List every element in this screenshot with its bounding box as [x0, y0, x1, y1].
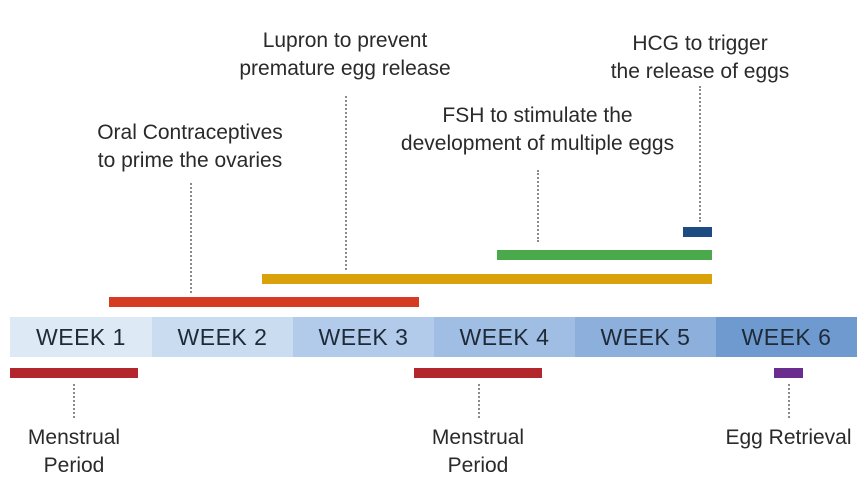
menstrual-period-1-label: Menstrual Period: [0, 424, 148, 480]
oral-contraceptives-leader: [190, 183, 192, 293]
menstrual-period-1-bar: [10, 368, 138, 378]
fsh-label-line1: FSH to stimulate the: [442, 104, 633, 127]
week-3-cell: WEEK 3: [293, 317, 434, 357]
lupron-label-line1: Lupron to prevent: [262, 29, 428, 52]
oral-contraceptives-label-line2: to prime the ovaries: [97, 149, 283, 172]
fsh-label-line2: development of multiple eggs: [400, 132, 675, 155]
menstrual-period-1-line2: Period: [43, 454, 105, 477]
week-4-cell: WEEK 4: [434, 317, 575, 357]
egg-retrieval-leader: [788, 384, 790, 418]
oral-contraceptives-label: Oral Contraceptives to prime the ovaries: [60, 119, 320, 175]
week-1-cell: WEEK 1: [10, 317, 152, 357]
hcg-label-line1: HCG to trigger: [632, 32, 768, 55]
menstrual-period-2-line1: Menstrual: [431, 426, 525, 449]
menstrual-period-1-line1: Menstrual: [27, 426, 121, 449]
hcg-label: HCG to trigger the release of eggs: [580, 30, 820, 86]
menstrual-period-2-leader: [478, 384, 480, 418]
week-5-cell: WEEK 5: [575, 317, 716, 357]
oral-contraceptives-label-line1: Oral Contraceptives: [97, 121, 283, 144]
egg-retrieval-line1: Egg Retrieval: [725, 426, 852, 449]
menstrual-period-2-label: Menstrual Period: [404, 424, 552, 480]
menstrual-period-1-leader: [73, 384, 75, 418]
lupron-leader: [345, 96, 347, 270]
hcg-leader: [699, 86, 701, 222]
lupron-bar: [262, 274, 712, 284]
menstrual-period-2-line2: Period: [447, 454, 509, 477]
lupron-label-line2: premature egg release: [239, 57, 451, 80]
hcg-label-line2: the release of eggs: [610, 60, 790, 83]
oral-contraceptives-bar: [109, 297, 419, 307]
menstrual-period-2-bar: [414, 368, 542, 378]
fsh-label: FSH to stimulate the development of mult…: [380, 102, 695, 158]
lupron-label: Lupron to prevent premature egg release: [195, 27, 495, 83]
fsh-leader: [537, 170, 539, 242]
fsh-bar: [497, 250, 712, 260]
egg-retrieval-bar: [774, 368, 803, 378]
hcg-bar: [683, 227, 712, 237]
egg-retrieval-label: Egg Retrieval: [712, 424, 865, 452]
week-2-cell: WEEK 2: [152, 317, 293, 357]
week-6-cell: WEEK 6: [716, 317, 857, 357]
